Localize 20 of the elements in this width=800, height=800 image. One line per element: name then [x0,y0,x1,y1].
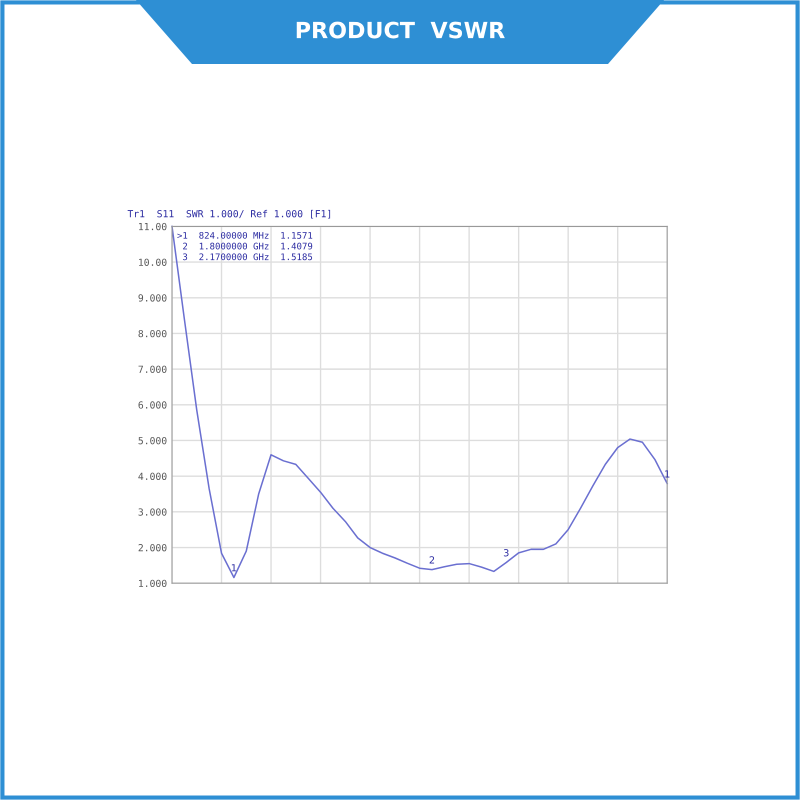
y-tick-label: 1.000 [139,580,167,588]
annotation: 3 2.1700000 GHz 1.5185 [182,253,312,260]
y-tick-label: 4.000 [138,472,167,480]
y-tick-label: 8.000 [138,330,167,338]
annotation: >1 824.00000 MHz 1.1571 [177,232,312,239]
annotation: 2 [430,556,434,564]
y-tick-label: 9.000 [138,294,167,302]
chart-title: PRODUCT VSWR [296,22,505,38]
annotation: 1 [665,470,670,478]
annotation: 3 [504,549,509,556]
annotation: 1 [232,564,236,572]
y-tick-label: 3.000 [138,508,167,516]
chart-subtitle: Tr1 S11 SWR 1.000/ Ref 1.000 [F1] [128,210,330,219]
y-tick-label: 2.000 [138,544,167,552]
y-tick-label: 11.00 [139,222,167,230]
y-tick-label: 10.00 [139,258,167,266]
y-tick-label: 7.000 [138,366,167,373]
annotation: 2 1.8000000 GHz 1.4079 [183,242,312,250]
y-tick-label: 5.000 [138,436,167,444]
y-tick-label: 6.000 [138,401,167,409]
